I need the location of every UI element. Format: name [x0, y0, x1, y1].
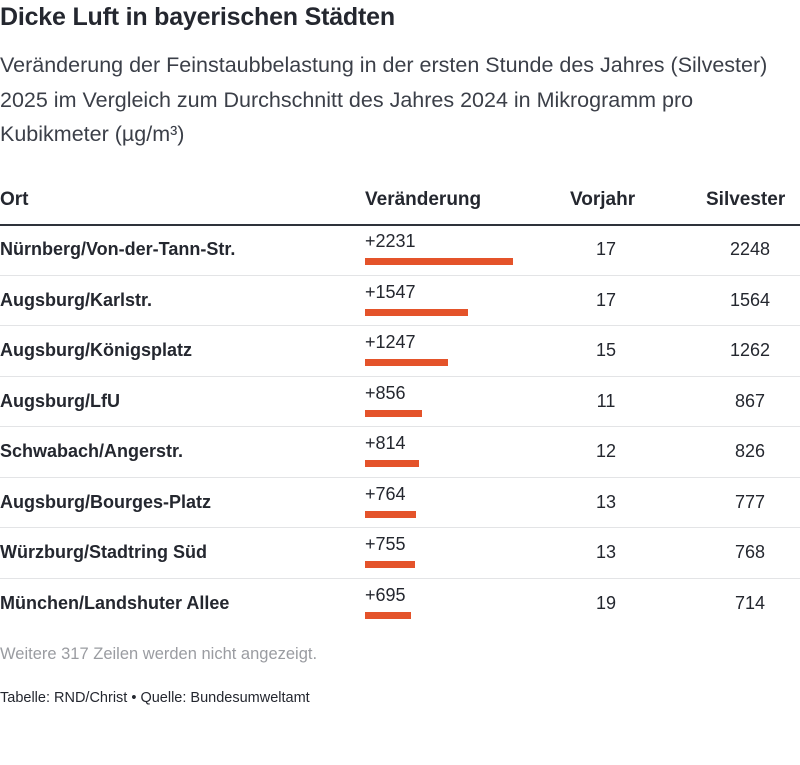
table-row: Nürnberg/Von-der-Tann-Str. +2231 17 2248 [0, 225, 800, 276]
cell-silvester: 1564 [729, 289, 771, 310]
cell-veraenderung: +1547 [365, 281, 416, 302]
veraenderung-bar [365, 409, 422, 417]
cell-veraenderung: +2231 [365, 231, 416, 251]
column-header-veraenderung[interactable]: Veränderung [365, 189, 482, 210]
table-row: Schwabach/Angerstr. +814 12 826 [0, 427, 800, 478]
chart-title: Dicke Luft in bayerischen Städten [0, 3, 395, 31]
cell-silvester: 768 [734, 542, 766, 562]
cell-ort: Augsburg/Bourges-Platz [0, 491, 212, 512]
cell-veraenderung: +814 [365, 433, 406, 453]
veraenderung-bar [365, 510, 416, 518]
veraenderung-bar [365, 611, 412, 619]
cell-vorjahr: 17 [595, 289, 617, 310]
cell-veraenderung: +755 [365, 534, 406, 554]
cell-ort: München/Landshuter Allee [0, 592, 230, 613]
table-row: Augsburg/Königsplatz +1247 15 1262 [0, 326, 800, 377]
cell-veraenderung: +695 [365, 584, 406, 605]
column-header-silvester[interactable]: Silvester [706, 189, 786, 210]
cell-vorjahr: 11 [596, 390, 616, 411]
cell-vorjahr: 17 [595, 239, 617, 259]
cell-silvester: 1262 [729, 340, 771, 360]
table-row: Augsburg/Bourges-Platz +764 13 777 [0, 478, 800, 528]
cell-silvester: 826 [734, 441, 766, 461]
cell-vorjahr: 13 [595, 542, 617, 562]
veraenderung-bar [365, 359, 448, 366]
cell-veraenderung: +856 [365, 382, 406, 403]
cell-ort: Augsburg/Königsplatz [0, 340, 192, 360]
table-row: München/Landshuter Allee +695 19 714 [0, 579, 800, 629]
column-header-vorjahr[interactable]: Vorjahr [570, 189, 636, 210]
table-row: Würzburg/Stadtring Süd +755 13 768 [0, 528, 800, 579]
cell-vorjahr: 15 [595, 340, 617, 360]
veraenderung-bar [365, 561, 416, 568]
table-header: Ort Veränderung Vorjahr Silvester [0, 186, 800, 226]
rows-hidden-note: Weitere 317 Zeilen werden nicht angezeig… [0, 645, 318, 663]
table-row: Augsburg/Karlstr. +1547 17 1564 [0, 276, 800, 326]
veraenderung-bar [365, 308, 468, 316]
cell-silvester: 714 [734, 592, 766, 613]
cell-ort: Augsburg/Karlstr. [0, 289, 153, 310]
veraenderung-bar [365, 258, 513, 265]
cell-silvester: 867 [734, 390, 766, 411]
cell-vorjahr: 19 [595, 592, 617, 613]
cell-silvester: 2248 [729, 239, 771, 259]
cell-ort: Nürnberg/Von-der-Tann-Str. [0, 239, 236, 259]
cell-veraenderung: +764 [365, 483, 406, 504]
cell-vorjahr: 13 [595, 491, 617, 512]
cell-ort: Schwabach/Angerstr. [0, 441, 184, 461]
cell-ort: Würzburg/Stadtring Süd [0, 542, 207, 562]
cell-ort: Augsburg/LfU [0, 390, 120, 411]
cell-vorjahr: 12 [595, 441, 617, 461]
cell-silvester: 777 [734, 491, 766, 512]
veraenderung-bar [365, 460, 419, 467]
chart-subtitle: Veränderung der Feinstaubbelastung in de… [0, 53, 768, 146]
cell-veraenderung: +1247 [365, 332, 416, 352]
column-header-ort[interactable]: Ort [0, 189, 29, 210]
source-credit: Tabelle: RND/Christ • Quelle: Bundesumwe… [0, 690, 310, 706]
table-row: Augsburg/LfU +856 11 867 [0, 377, 800, 427]
table-body: Nürnberg/Von-der-Tann-Str. +2231 17 2248 Aug… [0, 225, 800, 628]
